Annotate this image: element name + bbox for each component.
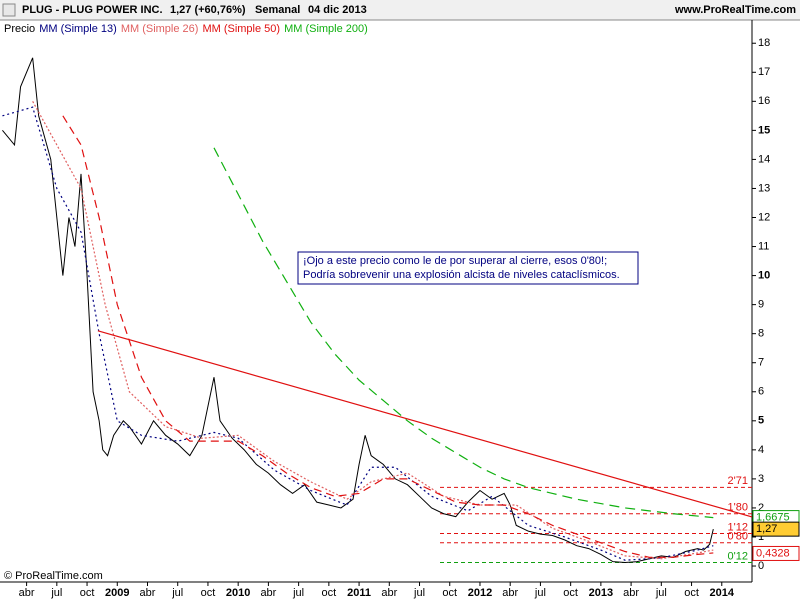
- header-icon: [2, 3, 16, 17]
- header-bar: [0, 0, 800, 20]
- x-tick-label: oct: [201, 587, 216, 599]
- x-tick-label: abr: [260, 587, 276, 599]
- x-tick-label: 2009: [105, 587, 129, 599]
- x-tick-label: abr: [19, 587, 35, 599]
- y-tick-label: 7: [758, 357, 764, 369]
- annotation-line: Podría sobrevenir una explosión alcista …: [303, 269, 620, 281]
- price-marker-label: 0,4328: [756, 547, 790, 559]
- y-tick-label: 6: [758, 386, 764, 398]
- level-label: 1'80: [728, 502, 748, 514]
- x-tick-label: jul: [655, 587, 667, 599]
- y-tick-label: 14: [758, 153, 770, 165]
- y-tick-label: 0: [758, 560, 764, 572]
- legend-entry: MM (Simple 26): [121, 23, 199, 35]
- x-tick-label: oct: [80, 587, 95, 599]
- legend-entry: Precio: [4, 23, 35, 35]
- x-tick-label: jul: [171, 587, 183, 599]
- x-tick-label: oct: [684, 587, 699, 599]
- site: www.ProRealTime.com: [674, 4, 796, 16]
- legend-entry: MM (Simple 13): [39, 23, 117, 35]
- x-tick-label: 2010: [226, 587, 250, 599]
- x-tick-label: 2012: [468, 587, 492, 599]
- x-tick-label: oct: [322, 587, 337, 599]
- series-line: [213, 147, 714, 519]
- level-label: 2'71: [728, 475, 748, 487]
- y-tick-label: 5: [758, 415, 764, 427]
- y-tick-label: 8: [758, 328, 764, 340]
- y-tick-label: 9: [758, 299, 764, 311]
- x-tick-label: 2011: [347, 587, 371, 599]
- x-tick-label: abr: [623, 587, 639, 599]
- y-tick-label: 15: [758, 124, 770, 136]
- price-marker: [752, 545, 800, 561]
- x-tick-label: jul: [534, 587, 546, 599]
- y-tick-label: 13: [758, 182, 770, 194]
- footer: © ProRealTime.com: [4, 570, 103, 582]
- x-tick-label: jul: [50, 587, 62, 599]
- period: Semanal: [255, 4, 300, 16]
- y-tick-label: 11: [758, 240, 769, 252]
- y-tick-label: 3: [758, 473, 764, 485]
- x-tick-label: jul: [413, 587, 425, 599]
- level-label: 0'80: [728, 531, 748, 543]
- y-tick-label: 12: [758, 211, 770, 223]
- date: 04 dic 2013: [308, 4, 367, 16]
- price-marker-label: 1,6675: [756, 512, 790, 524]
- y-tick-label: 2: [758, 502, 764, 514]
- x-tick-label: oct: [563, 587, 578, 599]
- series-line: [32, 101, 714, 560]
- quote: 1,27 (+60,76%): [170, 4, 246, 16]
- y-tick-label: 10: [758, 269, 770, 281]
- annotation-box: [297, 251, 639, 285]
- symbol: PLUG - PLUG POWER INC.: [22, 4, 163, 16]
- x-tick-label: abr: [140, 587, 156, 599]
- x-tick-label: jul: [292, 587, 304, 599]
- price-marker: [752, 521, 800, 537]
- trendline: [97, 330, 753, 518]
- y-tick-label: 4: [758, 444, 764, 456]
- legend-entry: MM (Simple 200): [284, 23, 368, 35]
- x-tick-label: 2013: [589, 587, 613, 599]
- series-line: [62, 115, 714, 558]
- annotation-line: ¡Ojo a este precio como le de por supera…: [303, 255, 607, 267]
- legend-entry: MM (Simple 50): [202, 23, 280, 35]
- series-line: [2, 57, 714, 564]
- y-tick-label: 18: [758, 37, 770, 49]
- x-tick-label: oct: [442, 587, 457, 599]
- x-tick-label: abr: [502, 587, 518, 599]
- y-tick-label: 1: [758, 531, 764, 543]
- level-label: 0'12: [728, 550, 748, 562]
- y-tick-label: 16: [758, 95, 770, 107]
- level-label: 1'12: [728, 521, 748, 533]
- series-line: [2, 106, 714, 561]
- price-marker-label: 1,27: [756, 523, 777, 535]
- y-tick-label: 17: [758, 66, 770, 78]
- x-tick-label: 2014: [710, 587, 735, 599]
- x-tick-label: abr: [381, 587, 397, 599]
